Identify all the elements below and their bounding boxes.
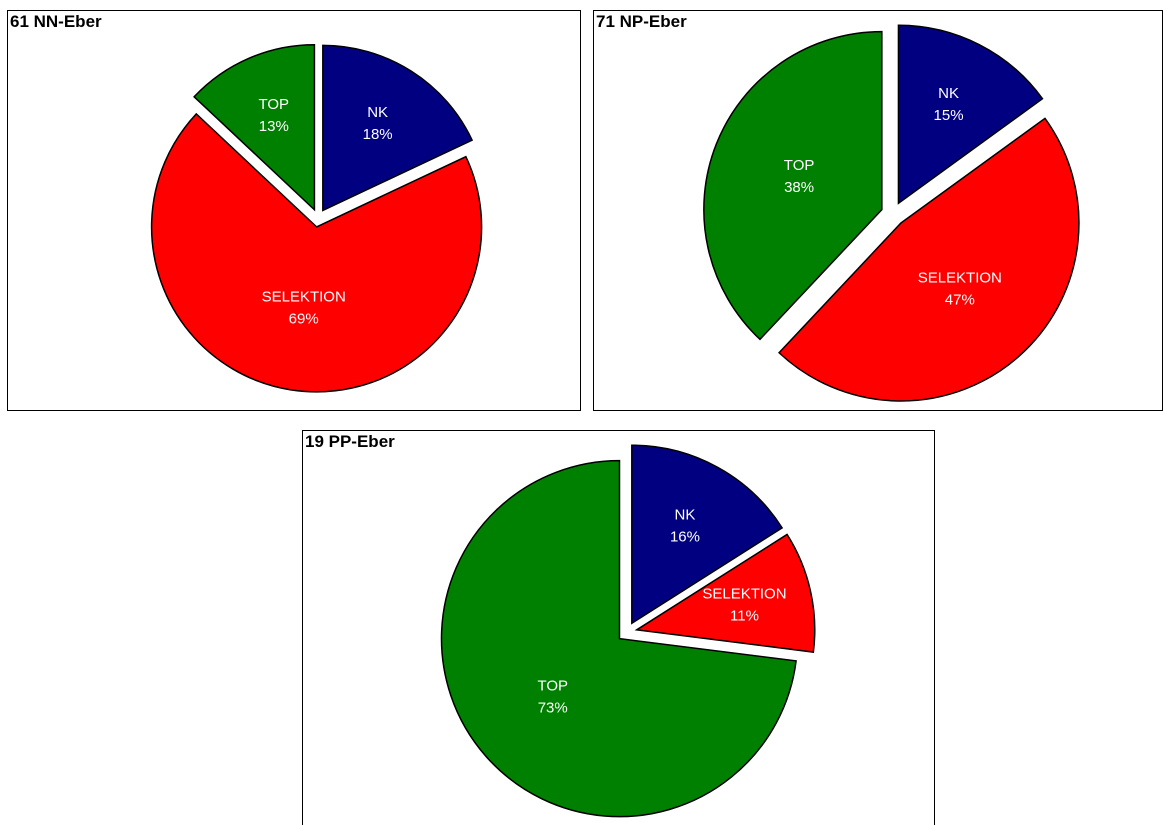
slice-label: TOP — [784, 157, 815, 174]
chart-title: 19 PP-Eber — [305, 432, 395, 451]
slice-value-label: 73% — [538, 699, 568, 716]
slice-label: NK — [938, 85, 959, 102]
pie-slice — [634, 533, 816, 653]
chart-title: 71 NP-Eber — [596, 12, 687, 31]
pie-slice — [703, 30, 883, 341]
slice-value-label: 16% — [670, 528, 700, 545]
pie-slice — [150, 112, 483, 393]
pie-chart: 19 PP-Eber NK 16% SELEKTION 11% TOP 73% — [302, 430, 935, 825]
slice-label: TOP — [259, 96, 290, 113]
slice-label: SELEKTION — [918, 270, 1002, 287]
pie-slice — [322, 44, 474, 212]
chart-title: 61 NN-Eber — [10, 12, 102, 31]
pie-slice — [897, 24, 1044, 205]
pie-slice — [631, 444, 784, 625]
pie-slice — [440, 459, 797, 818]
pie-chart: 71 NP-Eber NK 15% SELEKTION 47% TOP 38% — [593, 10, 1163, 411]
slice-value-label: 13% — [259, 118, 289, 135]
slice-label: TOP — [537, 677, 568, 694]
pie-slice — [193, 43, 316, 212]
slice-label: SELEKTION — [702, 586, 786, 603]
slice-value-label: 11% — [730, 608, 759, 625]
slice-label: SELEKTION — [262, 288, 346, 305]
slice-label: NK — [675, 506, 696, 523]
slice-value-label: 18% — [363, 126, 393, 143]
slice-value-label: 69% — [289, 310, 319, 327]
slice-label: NK — [367, 104, 388, 121]
slice-value-label: 47% — [945, 292, 975, 309]
pie-slice — [778, 117, 1080, 402]
slice-value-label: 15% — [934, 107, 964, 124]
pie-chart: 61 NN-Eber NK 18% SELEKTION 69% TOP 13% — [7, 10, 581, 411]
slice-value-label: 38% — [784, 179, 814, 196]
